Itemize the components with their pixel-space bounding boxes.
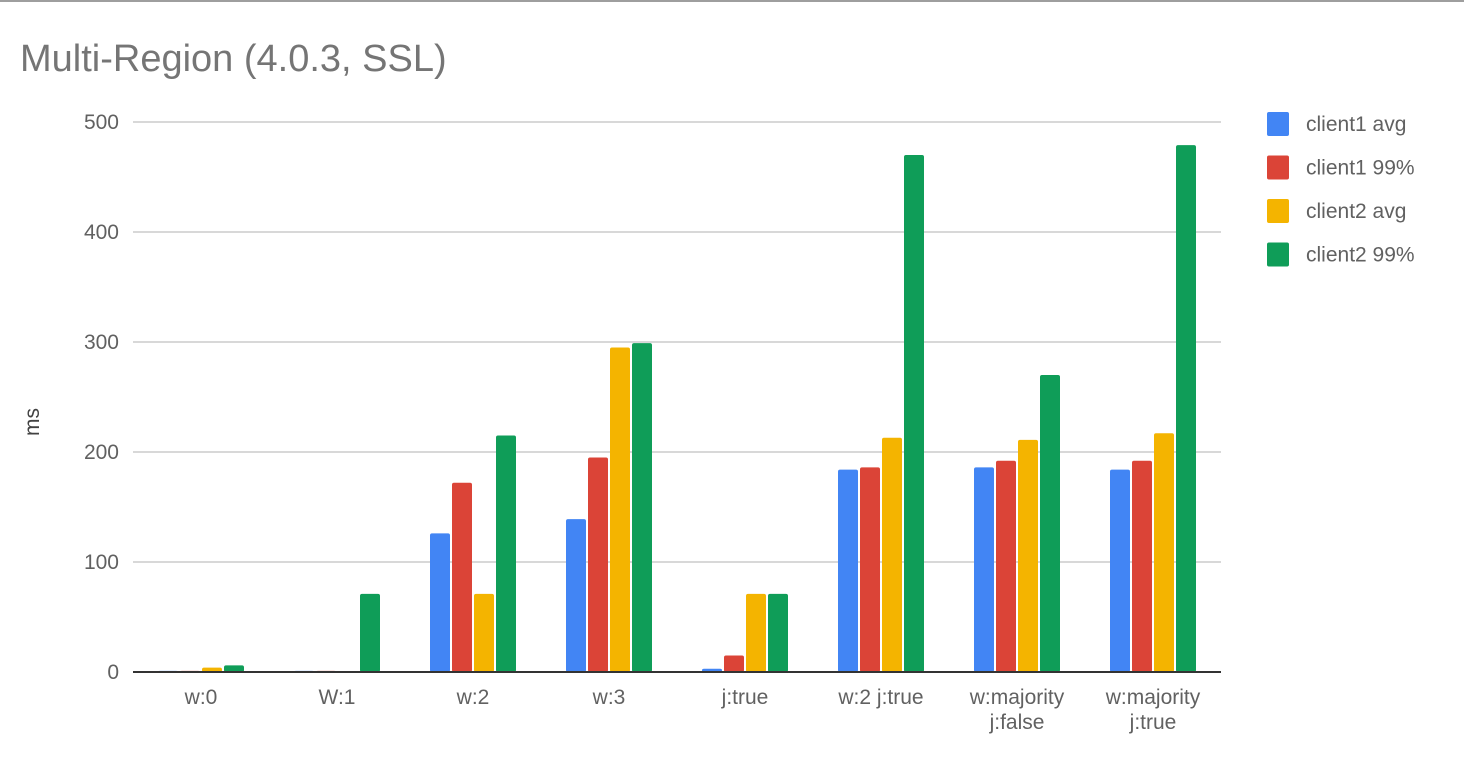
legend-swatch xyxy=(1267,155,1289,180)
category-label: w:majority j:true xyxy=(1105,686,1201,734)
gridlines xyxy=(133,121,1221,563)
y-tick-label: 200 xyxy=(84,441,119,464)
bar-client2-avg xyxy=(746,593,766,672)
bar-client2-99- xyxy=(1176,145,1196,673)
category-label: w:3 xyxy=(592,686,626,709)
bar-client1-99- xyxy=(996,460,1016,672)
top-border xyxy=(0,0,1464,2)
bar-client2-avg xyxy=(202,667,222,672)
bar-client1-avg xyxy=(838,469,858,672)
y-tick-label: 500 xyxy=(84,111,119,134)
legend-label: client2 avg xyxy=(1306,200,1406,223)
chart-title: Multi-Region (4.0.3, SSL) xyxy=(20,38,447,80)
bar-client2-99- xyxy=(496,435,516,672)
legend-label: client1 avg xyxy=(1306,113,1406,136)
bar-client2-avg xyxy=(1018,439,1038,672)
y-axis-title: ms xyxy=(21,408,44,436)
category-label: W:1 xyxy=(319,686,356,709)
bar-client2-99- xyxy=(360,593,380,672)
bar-client1-avg xyxy=(430,533,450,672)
legend-label: client1 99% xyxy=(1306,157,1415,180)
bar-client1-99- xyxy=(588,457,608,672)
bar-client1-99- xyxy=(1132,460,1152,672)
bar-client1-avg xyxy=(974,467,994,672)
bar-client2-99- xyxy=(224,665,244,672)
bar-client1-avg xyxy=(1110,469,1130,672)
bar-client1-99- xyxy=(724,655,744,672)
legend-swatch xyxy=(1267,242,1289,267)
y-tick-labels: 0 100 200 300 400 500 xyxy=(84,111,119,684)
bar-client2-99- xyxy=(904,155,924,672)
legend-label: client2 99% xyxy=(1306,244,1415,267)
legend: client1 avg client1 99% client2 avg client2… xyxy=(1267,112,1415,267)
bar-client2-99- xyxy=(768,593,788,672)
bar-client2-avg xyxy=(1154,433,1174,672)
category-label: w:2 xyxy=(456,686,490,709)
legend-swatch xyxy=(1267,112,1289,136)
y-tick-label: 300 xyxy=(84,331,119,354)
bar-client1-99- xyxy=(452,482,472,672)
y-tick-label: 100 xyxy=(84,551,119,574)
bar-client2-avg xyxy=(474,593,494,672)
bar-client2-99- xyxy=(1040,375,1060,672)
y-tick-label: 400 xyxy=(84,221,119,244)
legend-swatch xyxy=(1267,199,1289,223)
category-labels: w:0 W:1 w:2 w:3 j:true w:2 j:true w:majority j:… xyxy=(184,686,1201,734)
category-label: w:2 j:true xyxy=(837,686,923,709)
bars xyxy=(158,145,1196,673)
bar-client2-99- xyxy=(632,343,652,672)
category-label: w:majority j:false xyxy=(969,686,1065,734)
category-label: w:0 xyxy=(184,686,218,709)
y-tick-label: 0 xyxy=(107,661,119,684)
bar-client2-avg xyxy=(610,347,630,672)
category-label: j:true xyxy=(721,686,769,709)
bar-client2-avg xyxy=(882,437,902,672)
bar-client1-99- xyxy=(860,467,880,672)
bar-client1-avg xyxy=(566,519,586,672)
